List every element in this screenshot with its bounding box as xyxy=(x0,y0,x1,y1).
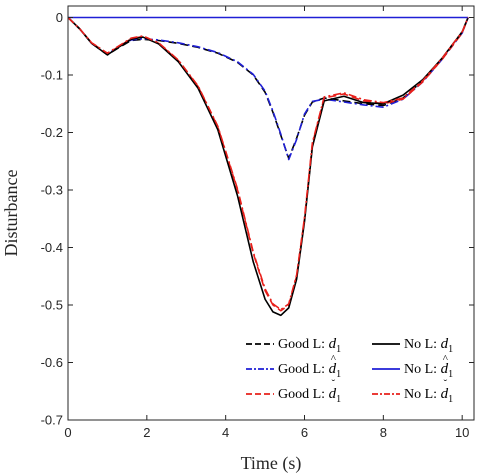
y-tick-label: -0.3 xyxy=(41,183,63,198)
legend-accent: ^ xyxy=(331,353,337,365)
y-tick-label: -0.7 xyxy=(41,413,63,428)
y-tick-label: -0.4 xyxy=(41,240,63,255)
y-axis-label: Disturbance xyxy=(1,170,21,257)
legend-entry: Good L: d1ˇ xyxy=(246,378,341,405)
legend-label: Good L: d1 xyxy=(278,336,341,355)
legend-label: Good L: d1 xyxy=(278,361,341,380)
x-tick-label: 6 xyxy=(301,425,308,440)
series-line-2 xyxy=(68,16,469,312)
series-layer xyxy=(68,16,469,317)
legend-label: No L: d1 xyxy=(404,336,453,355)
legend-entry: No L: d1ˇ xyxy=(372,378,453,405)
y-tick-label: 0 xyxy=(56,10,63,25)
legend-accent: ˇ xyxy=(331,378,335,390)
y-tick-label: -0.6 xyxy=(41,355,63,370)
plot-frame xyxy=(67,5,475,421)
legend-entry: No L: d1^ xyxy=(372,353,453,380)
legend-label: No L: d1 xyxy=(404,361,453,380)
y-tick-label: -0.5 xyxy=(41,298,63,313)
legend-entry: No L: d1 xyxy=(372,336,453,355)
y-tick-label: -0.1 xyxy=(41,68,63,83)
x-tick-label: 4 xyxy=(222,425,229,440)
x-tick-label: 8 xyxy=(380,425,387,440)
series-line-3 xyxy=(68,16,469,317)
legend-label: Good L: d1 xyxy=(278,386,341,405)
series-line-5 xyxy=(68,16,469,311)
ticks-layer: 0 2 4 6 8 10 0 -0.1 -0.2 -0.3 -0.4 -0.5 -0.6 -0.7 xyxy=(41,6,474,440)
x-axis-label: Time (s) xyxy=(241,453,302,474)
x-tick-label: 0 xyxy=(64,425,71,440)
legend-accent: ^ xyxy=(443,353,449,365)
legend-label: No L: d1 xyxy=(404,386,453,405)
x-tick-label: 10 xyxy=(455,425,469,440)
x-tick-label: 2 xyxy=(143,425,150,440)
y-tick-label: -0.2 xyxy=(41,125,63,140)
series-line-1 xyxy=(68,16,469,161)
legend-entry: Good L: d1 xyxy=(246,336,341,355)
series-line-0 xyxy=(68,16,469,160)
legend-accent: ˇ xyxy=(443,378,447,390)
legend-entry: Good L: d1^ xyxy=(246,353,341,380)
